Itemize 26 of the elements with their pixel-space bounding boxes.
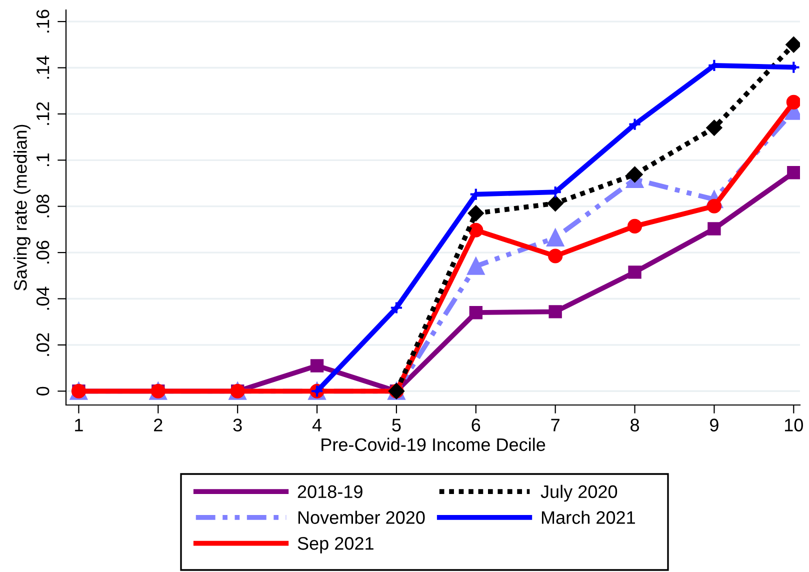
y-tick-label: .14 [36,56,50,79]
x-tick-label: 2 [154,418,162,432]
y-tick-label: .02 [36,333,50,356]
y-axis-title: Saving rate (median) [14,124,30,290]
x-tick-label: 6 [472,418,480,432]
legend-label: November 2020 [298,510,425,524]
legend-label: 2018-19 [298,485,362,498]
x-tick-label: 10 [784,418,803,432]
x-tick-label: 5 [392,418,401,432]
y-tick-label: .06 [36,240,50,264]
x-tick-label: 7 [551,418,560,432]
y-tick-label: .16 [36,10,50,32]
x-tick-label: 1 [75,418,83,432]
y-tick-label: .08 [36,194,50,218]
x-tick-label: 4 [312,418,322,432]
x-axis-title: Pre-Covid-19 Income Decile [322,438,546,452]
legend-label: March 2021 [542,510,635,524]
legend-label: July 2020 [540,484,618,502]
x-tick-label: 8 [630,418,640,432]
x-tick-label: 3 [233,418,242,432]
y-tick-label: .12 [36,102,50,125]
x-tick-label: 9 [710,418,718,432]
legend-label: Sep 2021 [298,537,374,554]
y-tick-label: 0 [36,386,50,396]
y-tick-label: .04 [36,286,50,310]
y-tick-label: .1 [36,154,50,166]
